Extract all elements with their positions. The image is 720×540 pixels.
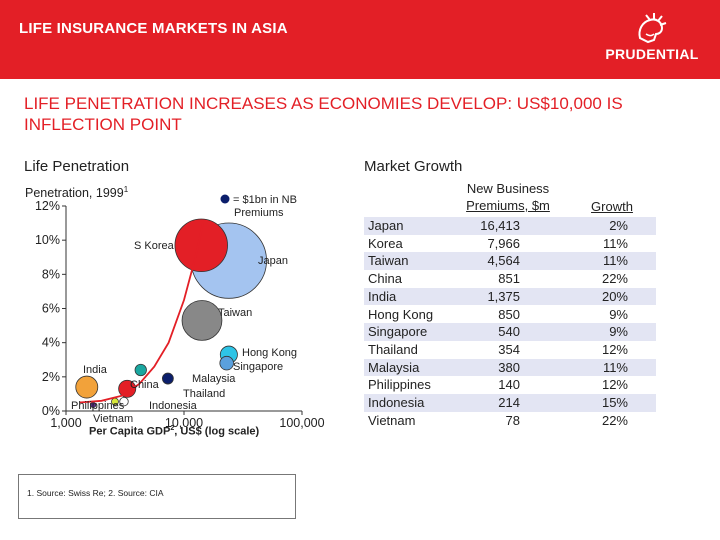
trend-curve [79,222,204,404]
cell-growth: 22% [601,271,628,287]
bubble-s-korea [174,218,228,272]
y-tick-label: 0% [42,404,60,418]
table-row: Malaysia 380 11% [364,358,656,377]
table-row: Singapore 540 9% [364,323,656,341]
cell-country: Thailand [368,341,418,357]
prudence-head-icon [638,13,667,44]
point-label-hong-kong: Hong Kong [242,347,297,359]
y-tick-label: 10% [35,233,60,247]
section-title-growth: Market Growth [364,158,463,175]
cell-premiums: 354 [498,341,520,357]
bubble-vietnam [90,401,97,409]
legend-label: = $1bn in NB Premiums [233,194,297,219]
cell-premiums: 1,375 [487,288,520,304]
footnote-box: 1. Source: Swiss Re; 2. Source: CIA [18,474,296,519]
cell-country: India [368,288,397,304]
point-label-india: India [83,364,108,376]
bubble-singapore [219,355,234,371]
cell-premiums: 16,413 [480,218,520,233]
cell-growth: 9% [609,324,628,340]
cell-country: Japan [368,218,404,233]
table-row: India 1,375 20% [364,287,656,306]
cell-growth: 9% [609,306,628,322]
table-row: Thailand 354 12% [364,341,656,359]
y-tick-label: 6% [42,302,60,316]
point-label-china: China [130,379,160,391]
bubble-malaysia [134,363,147,377]
cell-country: China [368,271,402,287]
y-tick-label: 12% [35,199,60,213]
table-row: Korea 7,966 11% [364,235,656,253]
y-tick-label: 8% [42,267,60,281]
cell-premiums: 78 [505,412,520,428]
cell-premiums: 140 [498,377,520,393]
cell-country: Taiwan [368,253,409,269]
cell-growth: 11% [602,359,628,375]
bubble-indonesia [119,396,129,407]
footnote-text: 1. Source: Swiss Re; 2. Source: CIA [27,488,164,498]
x-tick-label: 100,000 [279,416,324,430]
brand-name: PRUDENTIAL [605,46,699,62]
cell-growth: 22% [601,412,628,428]
cell-growth: 2% [609,218,628,233]
section-title-penetration: Life Penetration [24,158,130,175]
y-tick-label: 4% [42,336,60,350]
bubble-india [75,375,99,399]
cell-growth: 12% [601,341,628,357]
bubble-china [118,379,137,398]
table-header-premiums: New Business Premiums, $m [466,181,550,213]
cell-growth: 11% [602,235,628,251]
bubble-taiwan [181,300,223,341]
table-row: Hong Kong 850 9% [364,306,656,324]
header-bar: LIFE INSURANCE MARKETS IN ASIA PRUDENTIA… [0,0,720,79]
x-tick-label: 10,000 [165,416,203,430]
cell-country: Vietnam [368,412,416,428]
x-axis-title: Per Capita GDP2, US$ (log scale) [89,425,260,438]
cell-growth: 15% [601,395,628,410]
cell-country: Philippines [368,377,431,393]
point-label-philippines: Philippines [71,400,125,412]
cell-premiums: 380 [498,359,520,375]
cell-premiums: 214 [498,395,520,410]
cell-premiums: 540 [498,324,520,340]
page-title: LIFE INSURANCE MARKETS IN ASIA [19,20,288,37]
cell-country: Singapore [368,324,428,340]
table-row: Japan 16,413 2% [364,217,656,235]
x-tick-label: 1,000 [50,416,81,430]
table-row: Vietnam 78 22% [364,412,656,430]
cell-country: Hong Kong [368,306,434,322]
cell-growth: 20% [601,288,628,304]
cell-country: Korea [368,235,403,251]
cell-premiums: 4,564 [487,253,520,269]
cell-country: Malaysia [368,359,420,375]
point-label-indonesia: Indonesia [149,400,198,412]
bubble-thailand [161,372,174,385]
table-row: Indonesia 214 15% [364,394,656,412]
point-label-vietnam: Vietnam [93,413,133,425]
prudential-logo: PRUDENTIAL [596,12,708,64]
legend-marker [220,194,230,204]
cell-premiums: 7,966 [487,235,520,251]
cell-growth: 12% [601,377,628,393]
point-label-thailand: Thailand [183,388,225,400]
point-label-japan: Japan [258,255,288,267]
cell-premiums: 850 [498,306,520,322]
y-axis-title: Penetration, 19991 [25,185,129,201]
cell-growth: 11% [602,253,628,269]
headline: LIFE PENETRATION INCREASES AS ECONOMIES … [24,94,623,134]
table-row: China 851 22% [364,270,656,288]
cell-country: Indonesia [368,395,425,410]
table-row: Philippines 140 12% [364,376,656,394]
table-row: Taiwan 4,564 11% [364,252,656,271]
point-label-s-korea: S Korea [134,240,175,252]
table-header-growth: Growth [591,199,633,214]
y-tick-label: 2% [42,370,60,384]
point-label-malaysia: Malaysia [192,373,236,385]
cell-premiums: 851 [498,271,520,287]
point-label-singapore: Singapore [233,361,283,373]
point-label-taiwan: Taiwan [218,307,252,319]
